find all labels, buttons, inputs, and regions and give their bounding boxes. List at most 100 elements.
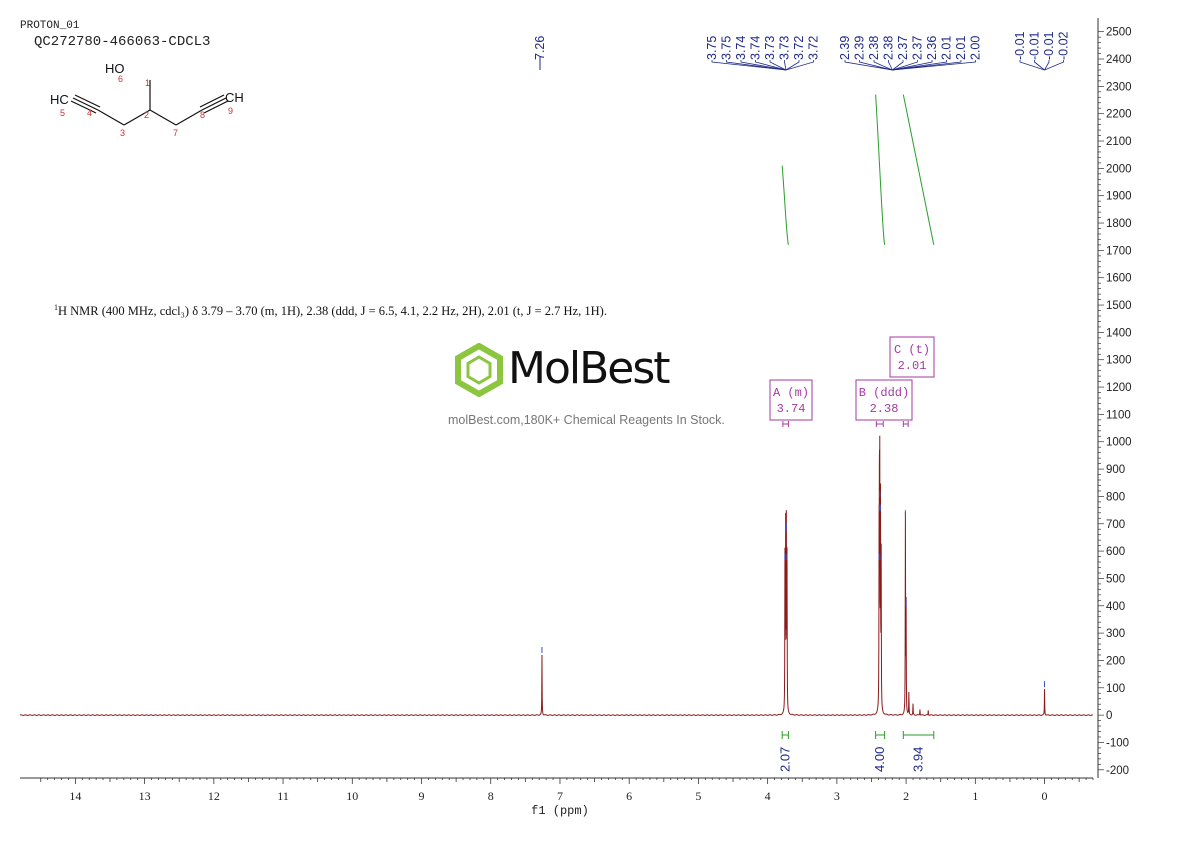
nucleus-superscript: 1: [54, 303, 58, 312]
multiplet-label: A (m): [773, 386, 809, 400]
y-tick-label: 500: [1106, 573, 1125, 585]
peak-label-connector: [873, 60, 893, 71]
y-tick-label: 1500: [1106, 300, 1132, 312]
peak-label-connector: [892, 60, 976, 71]
x-tick-label: 2: [903, 789, 909, 803]
peak-label-connector: [892, 60, 947, 71]
y-tick-label: 100: [1106, 683, 1125, 695]
y-tick-label: 200: [1106, 655, 1125, 667]
multiplet-box: [855, 379, 913, 421]
multiplet-shift: 3.74: [777, 402, 806, 416]
peak-label: 2.39: [838, 36, 852, 60]
peak-label: 2.38: [882, 36, 896, 60]
multiplet-label: B (ddd): [859, 386, 909, 400]
atom-label: HC: [50, 92, 69, 107]
integral-curve: [781, 165, 789, 246]
integral-value: 4.00: [872, 747, 887, 772]
sample-name: QC272780-466063-CDCL3: [34, 34, 211, 50]
atom-number: 4: [87, 108, 92, 118]
bond-4-5b: [70, 100, 97, 114]
peak-label: 2.37: [911, 36, 925, 60]
peak-label: 7.26: [533, 36, 547, 60]
y-tick-label: 800: [1106, 491, 1125, 503]
y-tick-label: 1100: [1106, 409, 1131, 421]
watermark: MolBest molBest.com,180K+ Chemical Reage…: [448, 341, 750, 431]
watermark-tagline: molBest.com,180K+ Chemical Reagents In S…: [448, 413, 725, 427]
multiplet-shift: 2.38: [870, 402, 899, 416]
x-tick-label: 3: [834, 789, 840, 803]
peak-label: 3.74: [734, 36, 748, 60]
x-tick-label: 13: [139, 789, 151, 803]
bond-8-9a: [201, 97, 227, 111]
atom-number: 2: [144, 110, 149, 120]
y-tick-label: 300: [1106, 628, 1125, 640]
y-tick-label: 700: [1106, 519, 1125, 531]
peak-label-connector: [1044, 60, 1050, 71]
integral-value: 2.07: [777, 747, 792, 772]
y-tick-label: -200: [1106, 765, 1129, 777]
peak-label-connector: [888, 60, 893, 71]
bond-4-5c: [74, 94, 101, 108]
x-axis-label: f1 (ppm): [531, 804, 589, 818]
peak-label-connector: [740, 60, 787, 71]
atom-number: 5: [60, 108, 65, 118]
peak-label-connector: [892, 60, 962, 71]
peak-label: 3.72: [792, 36, 806, 60]
bond-4-5a: [72, 97, 99, 111]
y-tick-label: 2400: [1106, 54, 1132, 66]
x-tick-label: 8: [488, 789, 494, 803]
peak-label-connector: [859, 60, 893, 71]
bond-7-8: [175, 109, 203, 126]
experiment-name: PROTON_01: [20, 20, 80, 32]
y-tick-label: 600: [1106, 546, 1125, 558]
x-tick-label: 5: [695, 789, 701, 803]
peak-label: 3.75: [720, 36, 734, 60]
peak-label-connector: [844, 60, 893, 71]
peak-label: 3.74: [749, 36, 763, 60]
x-tick-label: 9: [419, 789, 425, 803]
atom-label: HO: [105, 61, 125, 76]
x-tick-label: 10: [346, 789, 358, 803]
integral-curve: [902, 94, 935, 246]
atom-number: 9: [228, 106, 233, 116]
nmr-description: 1H NMR (400 MHz, cdcl₃) δ 3.79 – 3.70 (m…: [54, 299, 614, 320]
y-tick-label: 1700: [1106, 245, 1132, 257]
peak-label: 2.01: [954, 36, 968, 60]
peak-label: 2.01: [940, 36, 954, 60]
peak-label: 3.73: [763, 36, 777, 60]
x-tick-label: 7: [557, 789, 563, 803]
y-tick-label: 900: [1106, 464, 1125, 476]
peak-label: 2.00: [969, 36, 983, 60]
bond-3-4: [97, 109, 125, 126]
y-tick-label: 2200: [1106, 109, 1132, 121]
peak-label-connector: [785, 60, 800, 71]
peak-label-connector: [726, 60, 787, 71]
y-tick-label: 2500: [1106, 27, 1132, 39]
peak-label-connector: [1044, 60, 1064, 71]
x-tick-label: 14: [69, 789, 81, 803]
y-tick-label: 400: [1106, 601, 1125, 613]
y-tick-label: 1000: [1106, 437, 1132, 449]
bond-2-3: [123, 109, 151, 126]
spectrum-trace: [19, 435, 1093, 716]
peak-label: 2.37: [896, 36, 910, 60]
y-tick-label: 1300: [1106, 355, 1132, 367]
bond-8-9b: [203, 100, 229, 114]
atom-number: 8: [200, 110, 205, 120]
atom-number: 7: [173, 128, 178, 138]
multiplet-box: [769, 379, 813, 421]
peak-label-connector: [784, 60, 787, 71]
x-tick-label: 6: [626, 789, 632, 803]
y-tick-label: 1800: [1106, 218, 1132, 230]
peak-label-connector: [1034, 60, 1045, 71]
bond-2-7: [149, 109, 177, 126]
x-tick-label: 0: [1042, 789, 1048, 803]
atom-number: 1: [145, 78, 150, 88]
peak-label-connector: [755, 60, 787, 71]
peak-label: 3.72: [807, 36, 821, 60]
peak-label-connector: [711, 60, 787, 71]
molecule-structure: HO 6 1 HC 5 4 3 2 7 8 CH 9: [50, 61, 244, 138]
y-tick-label: -100: [1106, 737, 1129, 749]
y-tick-label: 1200: [1106, 382, 1132, 394]
